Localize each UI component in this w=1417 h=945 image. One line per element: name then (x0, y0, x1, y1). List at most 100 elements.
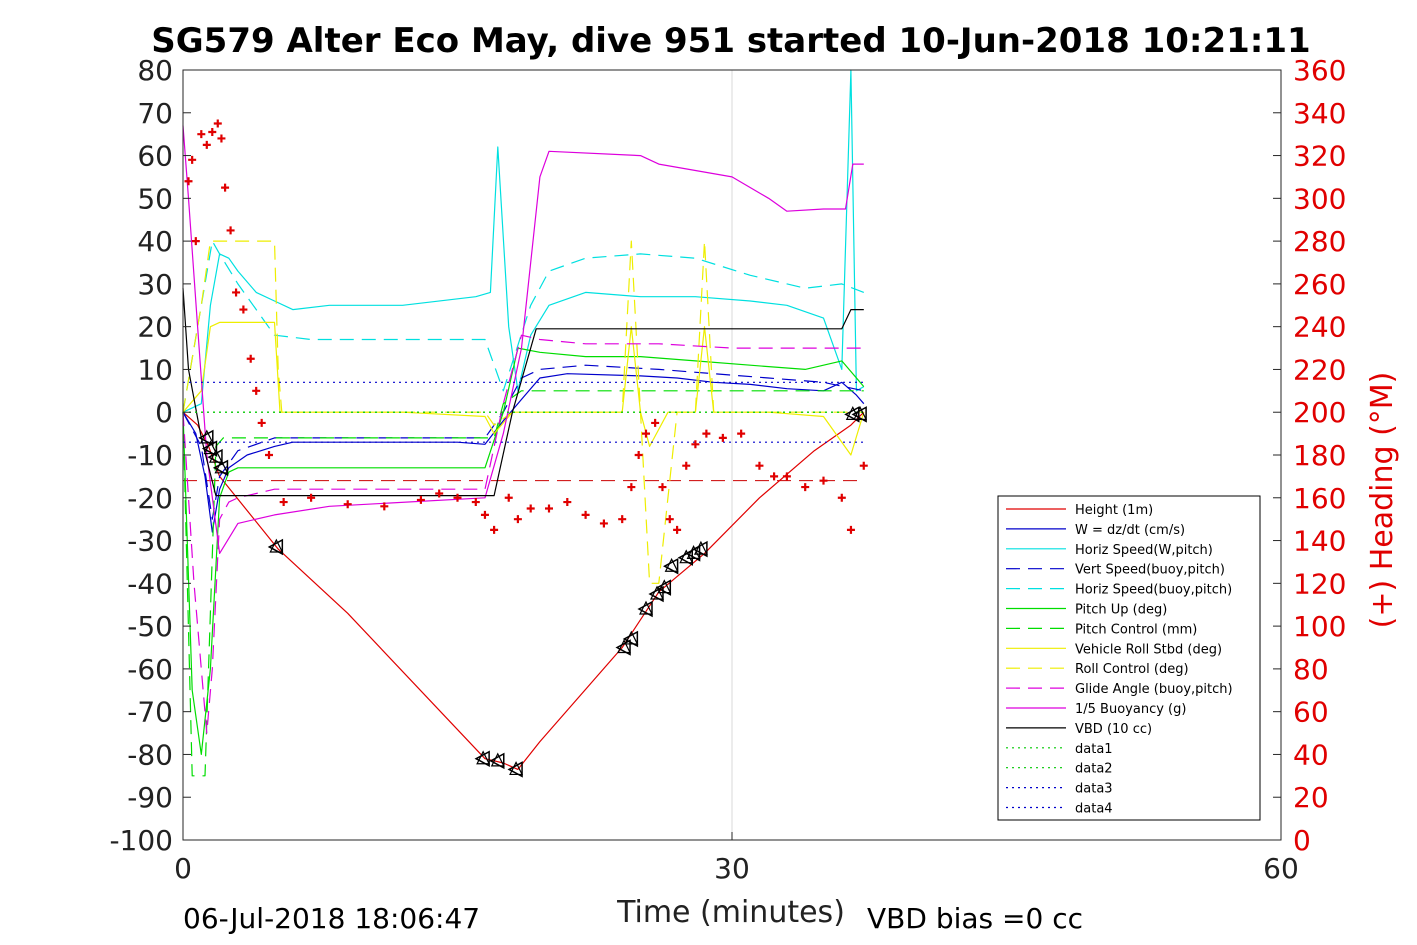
dive-marker-inner (679, 549, 694, 564)
heading-point (718, 433, 727, 442)
legend-entry: Vert Speed(buoy,pitch) (1075, 563, 1225, 578)
legend-entry: Vehicle Roll Stbd (deg) (1075, 642, 1222, 657)
series-line-10 (182, 125, 864, 555)
dive-marker-inner (203, 440, 218, 455)
y-tick-label: 10 (137, 353, 173, 386)
dive-marker-inner (657, 579, 672, 594)
dive-marker-inner (208, 448, 223, 463)
heading-point (634, 451, 643, 459)
y-right-tick-label: 0 (1293, 824, 1311, 857)
heading-point (691, 440, 700, 449)
y-right-tick-label: 20 (1293, 781, 1329, 814)
heading-point (252, 386, 261, 395)
heading-point (782, 472, 791, 481)
y-tick-label: -20 (127, 482, 173, 515)
heading-point (846, 525, 855, 534)
y-tick-label: 80 (137, 54, 173, 87)
y-tick-label: 60 (137, 140, 173, 173)
footer-vbd-bias: VBD bias =0 cc (867, 902, 1083, 935)
dive-marker (507, 761, 523, 778)
dive-marker (677, 549, 693, 566)
heading-point (526, 504, 535, 513)
heading-point (618, 515, 627, 524)
y-right-tick-label: 160 (1293, 482, 1346, 515)
dive-marker (267, 538, 284, 556)
heading-point (682, 461, 691, 470)
heading-point (651, 418, 660, 427)
heading-point (801, 483, 810, 492)
legend-entry: Pitch Control (mm) (1075, 622, 1197, 637)
dive-marker (212, 459, 229, 477)
dive-marker-inner (199, 429, 214, 444)
heading-point (658, 483, 667, 492)
heading-point (599, 519, 608, 528)
heading-point (563, 498, 572, 507)
legend-box (997, 495, 1261, 821)
heading-point (246, 354, 255, 363)
y-right-tick-label: 240 (1293, 311, 1346, 344)
y-right-tick-label: 300 (1293, 182, 1346, 215)
dive-marker-inner (476, 750, 491, 765)
series-line-5 (182, 347, 865, 756)
heading-point (641, 429, 650, 438)
heading-point (545, 504, 553, 513)
legend-entry: 1/5 Buoyancy (g) (1075, 702, 1186, 717)
y-right-tick-label: 340 (1293, 97, 1346, 130)
x-axis-label: Time (minutes) (616, 895, 845, 930)
y-right-tick-label: 200 (1293, 396, 1346, 429)
y-right-tick-label: 140 (1293, 525, 1346, 558)
dive-marker-inner (269, 538, 284, 553)
heading-point (307, 493, 316, 502)
y-tick-label: -70 (127, 696, 173, 729)
legend-entry: Glide Angle (buoy,pitch) (1075, 682, 1233, 697)
heading-point (581, 510, 590, 519)
dive-marker (684, 545, 701, 562)
dive-marker (201, 440, 218, 457)
dive-marker (648, 585, 664, 603)
heading-point (471, 498, 480, 507)
y-tick-label: -60 (127, 653, 173, 686)
dive-marker-inner (639, 600, 653, 615)
y-right-tick-label: 180 (1293, 439, 1346, 472)
legend-entry: Pitch Up (deg) (1075, 603, 1167, 618)
legend-entry: data1 (1075, 742, 1113, 757)
legend-entry: W = dz/dt (cm/s) (1075, 523, 1185, 538)
y-tick-label: -10 (127, 439, 173, 472)
dive-marker (637, 600, 653, 618)
dive-marker-inner (853, 406, 868, 420)
heading-point (435, 489, 444, 498)
heading-point (819, 476, 828, 485)
y-right-tick-label: 120 (1293, 567, 1346, 600)
legend-entry: data2 (1075, 762, 1113, 777)
y-right-tick-label: 360 (1293, 54, 1346, 87)
y-tick-label: -50 (127, 610, 173, 643)
dive-marker-inner (617, 639, 632, 654)
chart-title: SG579 Alter Eco May, dive 951 started 10… (151, 21, 1310, 61)
series-line-2 (182, 69, 865, 413)
heading-point (197, 130, 206, 139)
dive-marker (622, 630, 639, 648)
heading-point (737, 429, 746, 438)
heading-point (504, 493, 513, 502)
y-tick-label: 20 (137, 311, 173, 344)
dive-marker (692, 540, 708, 558)
heading-point (202, 140, 211, 149)
series-line-9 (182, 334, 864, 734)
x-tick-label: 30 (714, 852, 750, 885)
right-axis-label: (+) Heading (°M) (1365, 372, 1400, 629)
heading-point (627, 483, 636, 492)
dive-marker (851, 406, 867, 423)
series-line-8 (182, 240, 864, 584)
heading-point (191, 237, 200, 246)
y-tick-label: -80 (127, 738, 173, 771)
y-right-tick-label: 100 (1293, 610, 1346, 643)
y-tick-label: -90 (127, 781, 173, 814)
dive-marker-inner (693, 540, 708, 555)
heading-point (755, 461, 764, 470)
heading-point (480, 510, 489, 519)
heading-point (279, 498, 288, 507)
heading-point (859, 461, 868, 470)
heading-point (239, 305, 248, 314)
series-line-6 (182, 390, 864, 777)
